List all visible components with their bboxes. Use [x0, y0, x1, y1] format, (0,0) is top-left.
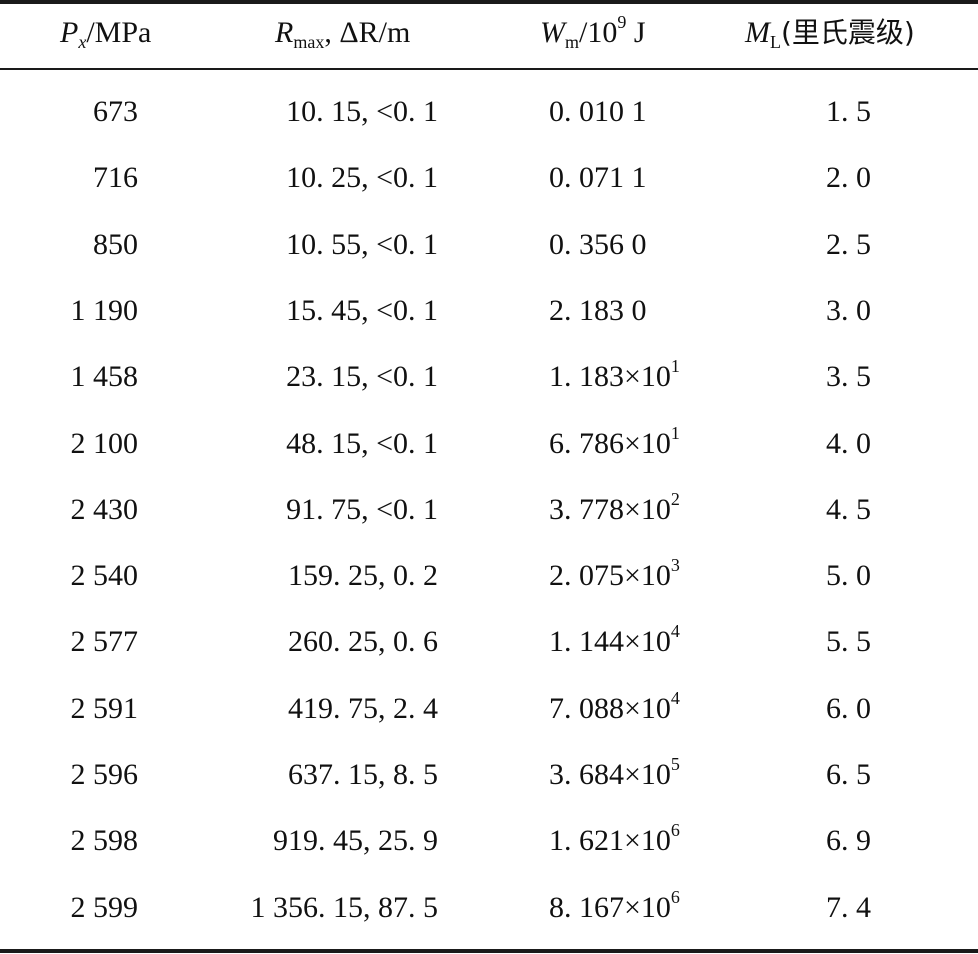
cell-w-mantissa: 6. 786×10	[549, 427, 671, 460]
cell-w: 0. 010 1	[549, 92, 647, 132]
cell-px: 2 577	[70, 625, 139, 658]
cell-px: 850	[93, 228, 138, 261]
cell-px: 1 458	[70, 360, 139, 393]
cell-w-mantissa: 2. 075×10	[549, 559, 671, 592]
cell-r: 15. 45, <0. 1	[286, 294, 438, 327]
cell-w: 2. 075×103	[549, 556, 680, 596]
cell-r: 919. 45, 25. 9	[273, 824, 438, 857]
cell-ml: 3. 5	[826, 360, 871, 393]
cell-w-mantissa: 3. 684×10	[549, 758, 671, 791]
cell-r: 159. 25, 0. 2	[288, 559, 438, 592]
cell-w-exponent: 6	[670, 887, 680, 907]
cell-w: 1. 621×106	[549, 821, 680, 861]
cell-px: 2 100	[70, 427, 139, 460]
cell-r: 10. 15, <0. 1	[286, 95, 438, 128]
cell-ml: 6. 5	[826, 758, 871, 791]
cell-w-exponent: 1	[670, 423, 680, 443]
cell-px: 2 596	[70, 758, 139, 791]
cell-ml: 6. 9	[826, 824, 871, 857]
cell-r: 1 356. 15, 87. 5	[250, 891, 439, 924]
header-w-symbol: W	[540, 16, 565, 49]
header-w-unit: /10	[579, 16, 618, 49]
cell-w: 1. 144×104	[549, 622, 680, 662]
cell-ml: 7. 4	[826, 891, 871, 924]
cell-w-mantissa: 2. 183 0	[549, 294, 647, 327]
header-r-subscript: max	[293, 32, 325, 52]
cell-ml: 1. 5	[826, 95, 871, 128]
cell-w: 0. 356 0	[549, 225, 647, 265]
header-w: Wm/109 J	[540, 13, 646, 53]
cell-w: 7. 088×104	[549, 689, 680, 729]
cell-r: 48. 15, <0. 1	[286, 427, 438, 460]
header-ml-subscript: L	[770, 32, 781, 52]
cell-w-mantissa: 0. 356 0	[549, 228, 647, 261]
cell-w: 2. 183 0	[549, 291, 647, 331]
cell-w: 1. 183×101	[549, 357, 680, 397]
header-ml-unit: (里氏震级)	[781, 16, 915, 49]
cell-w-mantissa: 0. 071 1	[549, 161, 647, 194]
cell-ml: 4. 0	[826, 427, 871, 460]
cell-px: 2 591	[70, 692, 139, 725]
cell-px: 673	[93, 95, 138, 128]
cell-ml: 3. 0	[826, 294, 871, 327]
cell-px: 716	[93, 161, 138, 194]
cell-w-exponent: 2	[670, 489, 680, 509]
cell-px: 2 430	[70, 493, 139, 526]
header-r-unit: , ΔR/m	[324, 16, 411, 49]
header-r-symbol: R	[275, 16, 294, 49]
cell-px: 2 599	[70, 891, 139, 924]
header-px-subscript: x	[78, 32, 87, 52]
cell-px: 2 598	[70, 824, 139, 857]
header-px-symbol: P	[60, 16, 79, 49]
cell-px: 2 540	[70, 559, 139, 592]
cell-r: 260. 25, 0. 6	[288, 625, 438, 658]
header-ml-symbol: M	[745, 16, 770, 49]
header-rule	[0, 68, 978, 70]
top-rule	[0, 0, 978, 4]
cell-w: 0. 071 1	[549, 158, 647, 198]
header-w-superscript: 9	[617, 12, 627, 32]
cell-w-exponent: 1	[670, 356, 680, 376]
header-px-unit: /MPa	[86, 16, 152, 49]
cell-ml: 4. 5	[826, 493, 871, 526]
cell-w-mantissa: 3. 778×10	[549, 493, 671, 526]
cell-w-exponent: 4	[670, 621, 680, 641]
cell-r: 91. 75, <0. 1	[286, 493, 438, 526]
cell-w-mantissa: 1. 183×10	[549, 360, 671, 393]
cell-ml: 2. 5	[826, 228, 871, 261]
cell-w: 6. 786×101	[549, 424, 680, 464]
cell-w: 8. 167×106	[549, 888, 680, 928]
header-px: Px/MPa	[60, 13, 151, 53]
header-ml: ML(里氏震级)	[745, 13, 915, 53]
cell-r: 637. 15, 8. 5	[288, 758, 438, 791]
cell-w-mantissa: 0. 010 1	[549, 95, 647, 128]
cell-w-exponent: 5	[670, 754, 680, 774]
cell-w-mantissa: 1. 621×10	[549, 824, 671, 857]
header-w-subscript: m	[565, 32, 580, 52]
header-w-unit2: J	[626, 16, 646, 49]
cell-w: 3. 684×105	[549, 755, 680, 795]
cell-w: 3. 778×102	[549, 490, 680, 530]
cell-ml: 6. 0	[826, 692, 871, 725]
cell-r: 23. 15, <0. 1	[286, 360, 438, 393]
cell-w-exponent: 4	[670, 688, 680, 708]
cell-r: 10. 25, <0. 1	[286, 161, 438, 194]
cell-w-mantissa: 1. 144×10	[549, 625, 671, 658]
cell-w-mantissa: 8. 167×10	[549, 891, 671, 924]
cell-px: 1 190	[70, 294, 139, 327]
cell-r: 10. 55, <0. 1	[286, 228, 438, 261]
cell-w-exponent: 3	[670, 555, 680, 575]
header-r: Rmax, ΔR/m	[275, 13, 410, 53]
cell-w-mantissa: 7. 088×10	[549, 692, 671, 725]
cell-ml: 2. 0	[826, 161, 871, 194]
cell-ml: 5. 5	[826, 625, 871, 658]
cell-w-exponent: 6	[670, 820, 680, 840]
cell-ml: 5. 0	[826, 559, 871, 592]
cell-r: 419. 75, 2. 4	[288, 692, 438, 725]
bottom-rule	[0, 949, 978, 953]
